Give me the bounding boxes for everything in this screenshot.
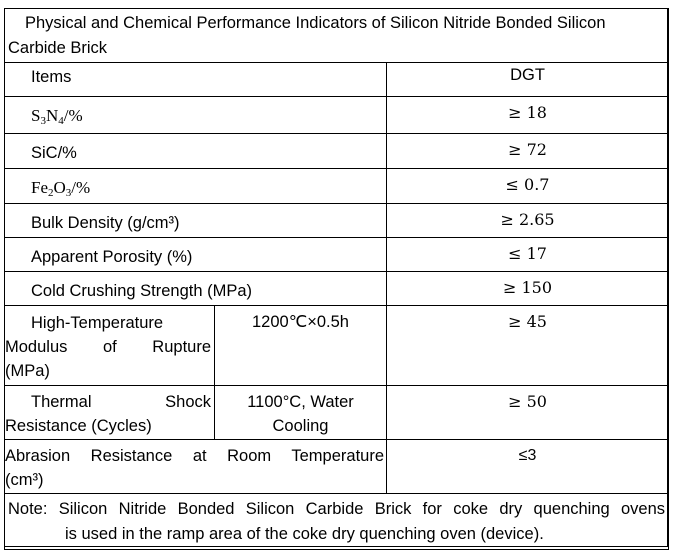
table-row: Thermal Shock Resistance (Cycles) 1100°C…	[4, 385, 670, 440]
row-value: ≥ 18	[385, 96, 670, 134]
note-line-2: is used in the ramp area of the coke dry…	[65, 525, 544, 543]
row-condition: 1100°C, Water Cooling	[214, 385, 387, 440]
title-line-1: Physical and Chemical Performance Indica…	[25, 14, 606, 32]
row-label-fe2o3: Fe2O3/%	[4, 168, 387, 204]
row-label-bulk-density: Bulk Density (g/cm³)	[4, 203, 387, 238]
row-value: ≥ 150	[385, 271, 670, 306]
row-label-crushing: Cold Crushing Strength (MPa)	[4, 271, 387, 306]
spec-table: Physical and Chemical Performance Indica…	[3, 8, 670, 550]
row-label-sic: SiC/%	[4, 133, 387, 169]
spec-table-frame: Physical and Chemical Performance Indica…	[3, 8, 670, 550]
row-label-thermal-shock: Thermal Shock Resistance (Cycles)	[4, 385, 215, 440]
table-title: Physical and Chemical Performance Indica…	[3, 8, 670, 63]
row-value: ≤3	[385, 439, 670, 494]
note-row: Note: Silicon Nitride Bonded Silicon Car…	[3, 493, 670, 550]
table-note: Note: Silicon Nitride Bonded Silicon Car…	[3, 493, 670, 550]
table-row: Apparent Porosity (%) ≤ 17	[4, 237, 670, 272]
table-row: Abrasion Resistance at Room Temperature …	[4, 439, 670, 494]
row-value: ≥ 50	[385, 385, 670, 440]
table-row: Bulk Density (g/cm³) ≥ 2.65	[4, 203, 670, 238]
table-row: SiC/% ≥ 72	[4, 133, 670, 169]
row-label-abrasion: Abrasion Resistance at Room Temperature …	[4, 439, 387, 494]
title-row: Physical and Chemical Performance Indica…	[3, 8, 670, 63]
row-value: ≥ 2.65	[385, 203, 670, 238]
table-row: Fe2O3/% ≤ 0.7	[4, 168, 670, 204]
row-condition: 1200℃×0.5h	[214, 305, 387, 386]
table-row: S3N4/% ≥ 18	[4, 96, 670, 134]
row-label-s3n4: S3N4/%	[4, 96, 387, 134]
title-line-2: Carbide Brick	[8, 39, 108, 57]
note-line-1: Note: Silicon Nitride Bonded Silicon Car…	[8, 500, 666, 518]
header-row: Items DGT	[4, 62, 670, 97]
header-items: Items	[4, 62, 387, 97]
table-row: Cold Crushing Strength (MPa) ≥ 150	[4, 271, 670, 306]
row-value: ≤ 0.7	[385, 168, 670, 204]
header-grade: DGT	[385, 62, 670, 97]
table-row: High-Temperature Modulus of Rupture (MPa…	[4, 305, 670, 386]
row-label-porosity: Apparent Porosity (%)	[4, 237, 387, 272]
row-label-mor: High-Temperature Modulus of Rupture (MPa…	[4, 305, 215, 386]
row-value: ≥ 45	[385, 305, 670, 386]
row-value: ≤ 17	[385, 237, 670, 272]
row-value: ≥ 72	[385, 133, 670, 169]
